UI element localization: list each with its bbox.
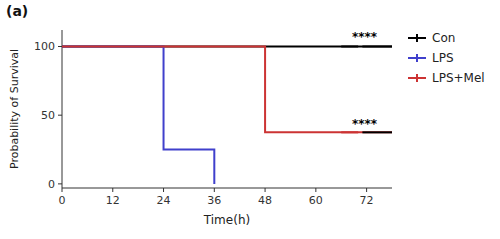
x-tick: [214, 188, 215, 192]
x-tick: [366, 188, 367, 192]
significance-bracket: [341, 131, 358, 133]
y-axis-line: [62, 30, 63, 188]
annotation: ****: [352, 30, 378, 44]
x-tick: [112, 188, 113, 192]
x-tick-label: 0: [59, 194, 66, 207]
legend-tick: [416, 54, 418, 62]
survival-line: [62, 46, 392, 132]
x-tick: [315, 188, 316, 192]
legend-tick: [416, 74, 418, 82]
x-tick: [62, 188, 63, 192]
y-axis-label: Probability of Survival: [8, 49, 21, 169]
x-axis-line: [62, 188, 392, 189]
legend-label: Con: [432, 31, 455, 45]
plot-area: [62, 46, 392, 183]
y-tick-label: 50: [41, 109, 55, 122]
x-tick-label: 48: [258, 194, 272, 207]
x-tick: [265, 188, 266, 192]
y-tick: [58, 183, 62, 184]
y-tick: [58, 46, 62, 47]
y-tick-label: 0: [48, 178, 55, 191]
x-tick-label: 36: [207, 194, 221, 207]
x-tick-label: 60: [309, 194, 323, 207]
legend-tick: [416, 34, 418, 42]
x-tick-label: 72: [360, 194, 374, 207]
x-tick-label: 24: [157, 194, 171, 207]
x-tick: [163, 188, 164, 192]
survival-line: [62, 46, 214, 183]
legend-label: LPS+Mel: [432, 71, 485, 85]
title: (a): [6, 3, 28, 19]
significance-bracket: [362, 131, 392, 133]
significance-bracket: [362, 45, 392, 47]
x-tick-label: 12: [106, 194, 120, 207]
chart: 0 12 24 36 48 60 72 0 50 100 Time(h) Probability of…: [0, 0, 500, 239]
annotation: ****: [352, 117, 378, 131]
y-tick-label: 100: [34, 40, 55, 53]
legend-label: LPS: [432, 51, 454, 65]
y-tick: [58, 115, 62, 116]
x-axis-label: Time(h): [203, 213, 250, 227]
significance-bracket: [341, 45, 358, 47]
